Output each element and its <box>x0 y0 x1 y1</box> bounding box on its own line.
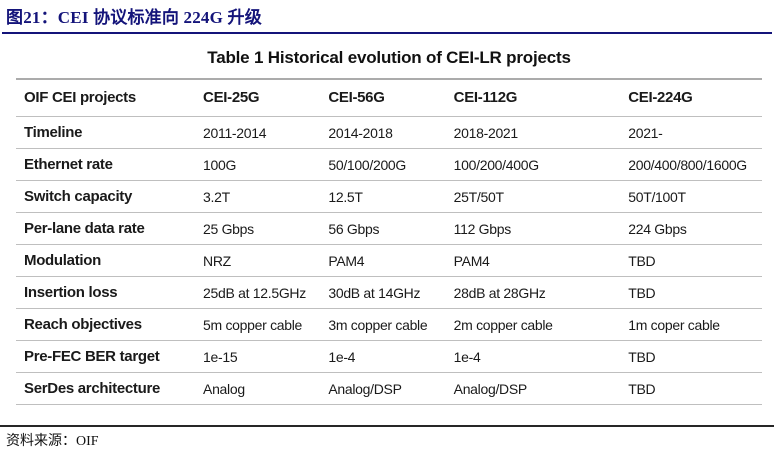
table-header-cell: CEI-112G <box>445 79 621 117</box>
table-header-cell: CEI-25G <box>195 79 321 117</box>
table-row: Modulation NRZ PAM4 PAM4 TBD <box>16 244 762 277</box>
row-label-cell: Modulation <box>16 244 196 277</box>
table-row: Switch capacity 3.2T 12.5T 25T/50T 50T/100T <box>16 180 762 213</box>
figure-caption: 图21：CEI 协议标准向 224G 升级 <box>6 8 262 27</box>
row-label-cell: Pre-FEC BER target <box>16 340 196 373</box>
row-label-cell: Switch capacity <box>16 180 196 213</box>
caption-underline <box>2 32 772 34</box>
table-cell: 200/400/800/1600G <box>620 148 762 181</box>
table-cell: 2m copper cable <box>445 308 621 341</box>
table-cell: 2021- <box>620 116 762 149</box>
table-cell: 25dB at 12.5GHz <box>195 276 321 309</box>
table-cell: 2011-2014 <box>195 116 321 149</box>
table-cell: 2014-2018 <box>320 116 446 149</box>
table-cell: 112 Gbps <box>445 212 621 245</box>
table-cell: Analog/DSP <box>320 372 446 405</box>
table-row: SerDes architecture Analog Analog/DSP Analo… <box>16 372 762 405</box>
table-cell: 25T/50T <box>445 180 621 213</box>
table-cell: TBD <box>620 372 762 405</box>
table-cell: TBD <box>620 340 762 373</box>
row-label-cell: SerDes architecture <box>16 372 196 405</box>
table-cell: 1e-4 <box>445 340 621 373</box>
table-cell: 2018-2021 <box>445 116 621 149</box>
table-cell: 50/100/200G <box>320 148 446 181</box>
table-cell: 50T/100T <box>620 180 762 213</box>
table-cell: 3.2T <box>195 180 321 213</box>
table-cell: NRZ <box>195 244 321 277</box>
table-cell: 28dB at 28GHz <box>445 276 621 309</box>
table-row: Insertion loss 25dB at 12.5GHz 30dB at 14G… <box>16 276 762 309</box>
table-body: Timeline 2011-2014 2014-2018 2018-2021 2021-… <box>16 116 762 405</box>
table-title: Table 1 Historical evolution of CEI-LR p… <box>207 48 571 67</box>
table-row: Ethernet rate 100G 50/100/200G 100/200/400G… <box>16 148 762 181</box>
row-label-cell: Timeline <box>16 116 196 149</box>
table-row: Timeline 2011-2014 2014-2018 2018-2021 2021- <box>16 116 762 149</box>
table-cell: 1m coper cable <box>620 308 762 341</box>
table-cell: PAM4 <box>320 244 446 277</box>
table-cell: TBD <box>620 244 762 277</box>
table-header-cell: CEI-56G <box>320 79 446 117</box>
footer-divider <box>0 425 774 427</box>
table-cell: 100G <box>195 148 321 181</box>
table-row: Reach objectives 5m copper cable 3m copper… <box>16 308 762 341</box>
table-cell: 1e-4 <box>320 340 446 373</box>
table-cell: 30dB at 14GHz <box>320 276 446 309</box>
table-cell: 5m copper cable <box>195 308 321 341</box>
table-cell: 12.5T <box>320 180 446 213</box>
table-cell: 224 Gbps <box>620 212 762 245</box>
table-cell: PAM4 <box>445 244 621 277</box>
row-label-cell: Insertion loss <box>16 276 196 309</box>
table-cell: 3m copper cable <box>320 308 446 341</box>
table-cell: Analog/DSP <box>445 372 621 405</box>
table-cell: 1e-15 <box>195 340 321 373</box>
table-cell: 56 Gbps <box>320 212 446 245</box>
row-label-cell: Ethernet rate <box>16 148 196 181</box>
table-cell: Analog <box>195 372 321 405</box>
cei-evolution-table: OIF CEI projects CEI-25G CEI-56G CEI-112G CE… <box>16 78 762 405</box>
row-label-cell: Per-lane data rate <box>16 212 196 245</box>
table-header-cell: OIF CEI projects <box>16 79 196 117</box>
table-container: Table 1 Historical evolution of CEI-LR p… <box>16 47 762 405</box>
table-cell: 25 Gbps <box>195 212 321 245</box>
table-cell: 100/200/400G <box>445 148 621 181</box>
table-row: Pre-FEC BER target 1e-15 1e-4 1e-4 TBD <box>16 340 762 373</box>
table-header-cell: CEI-224G <box>620 79 762 117</box>
table-cell: TBD <box>620 276 762 309</box>
table-header-row: OIF CEI projects CEI-25G CEI-56G CEI-112G CE… <box>16 79 762 117</box>
row-label-cell: Reach objectives <box>16 308 196 341</box>
source-note: 资料来源：OIF <box>6 434 99 449</box>
table-row: Per-lane data rate 25 Gbps 56 Gbps 112 Gbps… <box>16 212 762 245</box>
